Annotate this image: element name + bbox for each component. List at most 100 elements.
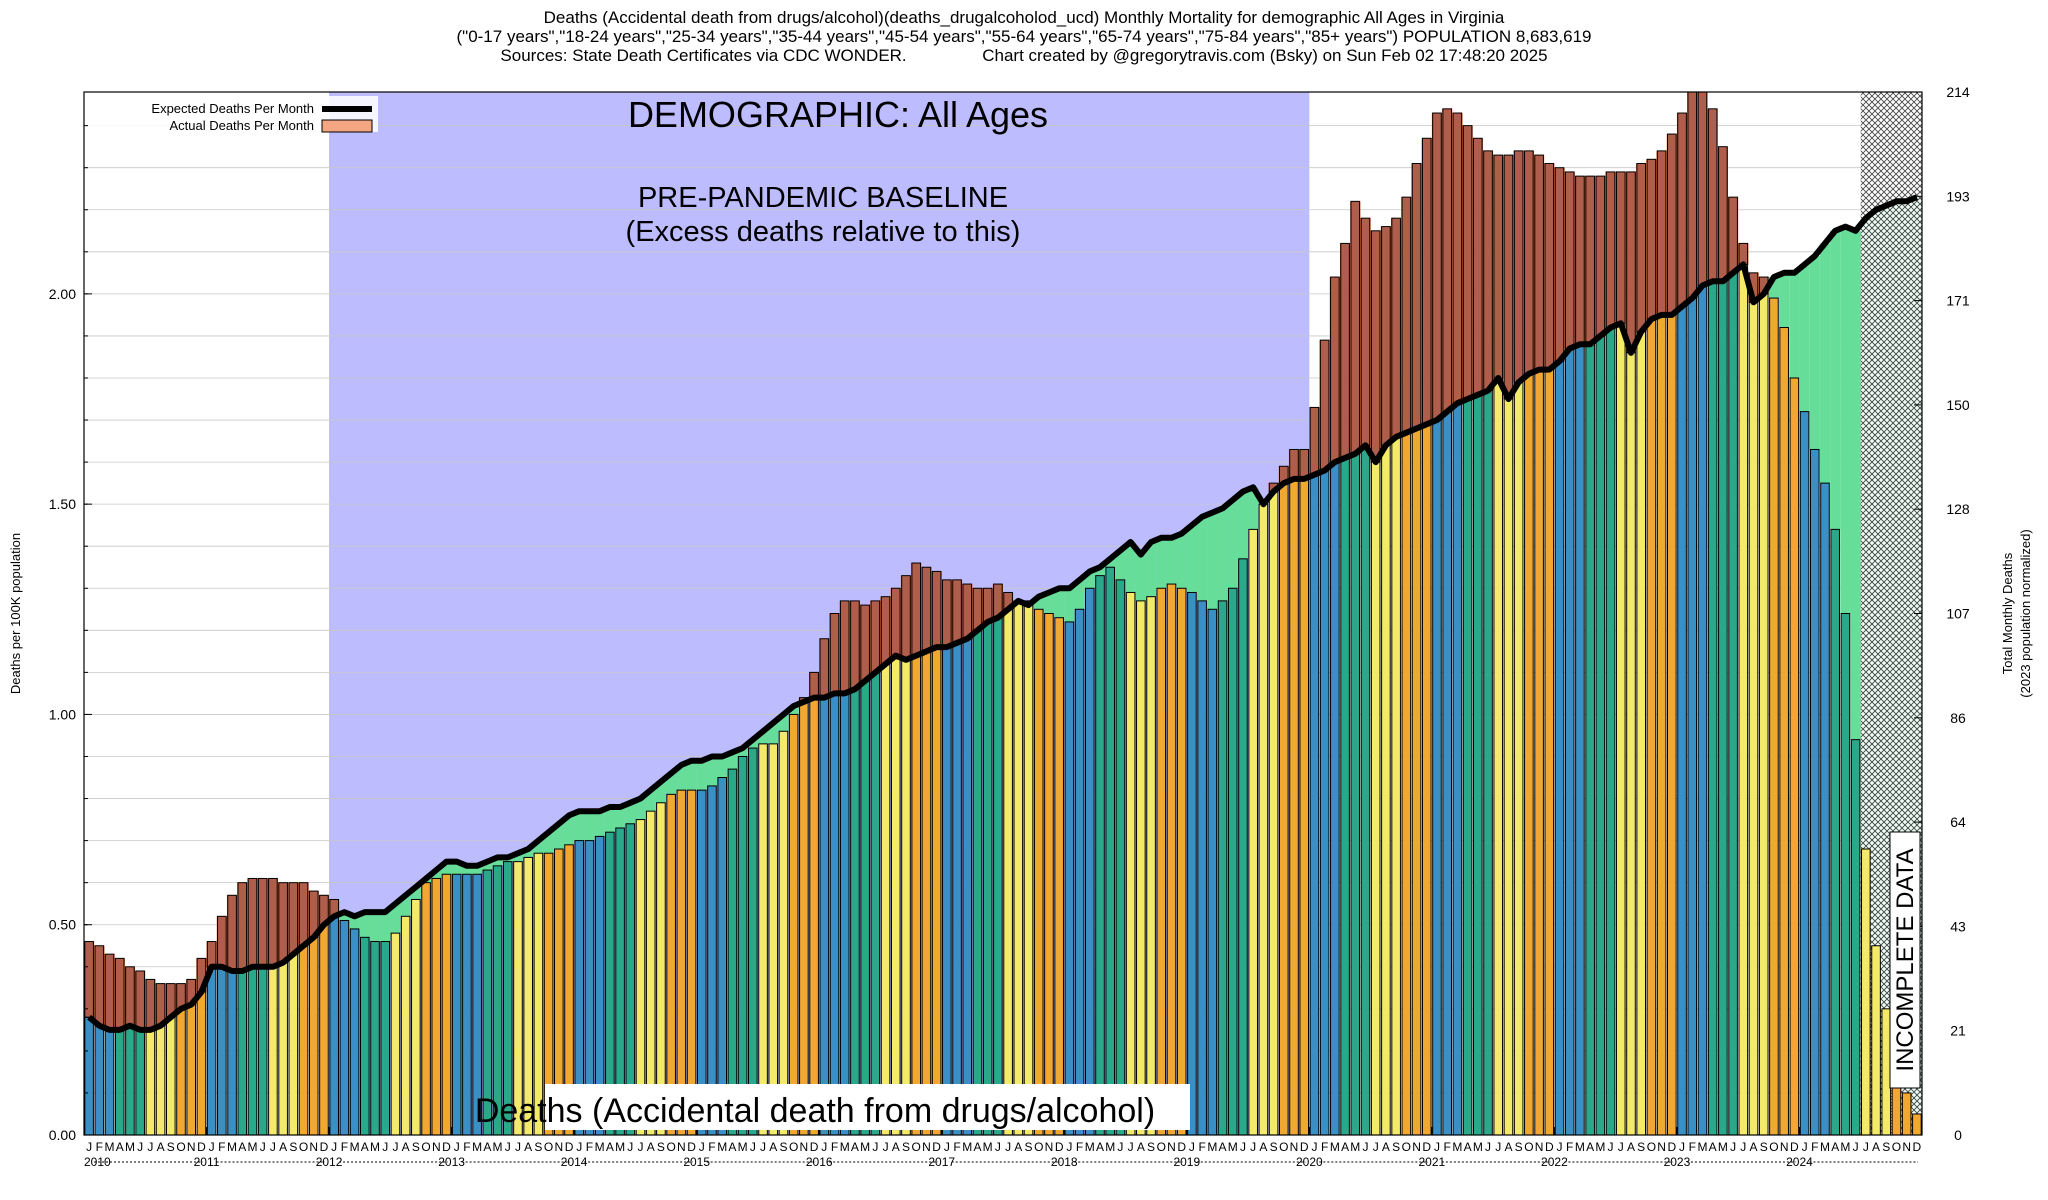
bar-actual-base (1156, 587, 1167, 1136)
bar-excess (1442, 108, 1452, 413)
deficit-area (1768, 277, 1780, 299)
bar-excess (135, 970, 145, 1031)
x-month-label: J (1434, 1140, 1440, 1154)
bar-actual-base (1677, 305, 1687, 1136)
bar-actual-base (114, 1029, 125, 1136)
bar-actual-base (176, 1008, 186, 1136)
x-month-label: N (1657, 1140, 1666, 1154)
bar-excess (942, 579, 952, 648)
bottom-label-box (545, 1084, 1190, 1130)
bar-actual-base (1370, 461, 1381, 1136)
deficit-area (1145, 542, 1157, 597)
deficit-area (1166, 537, 1177, 585)
bar-excess (1513, 150, 1524, 383)
bar-actual-base (1544, 369, 1555, 1136)
bar-actual-base (1779, 327, 1789, 1136)
x-month-label: J (1802, 1140, 1808, 1154)
bar-actual-base (1289, 478, 1299, 1136)
bar-actual-base (1258, 503, 1269, 1136)
x-year-label: 2017 (928, 1155, 955, 1169)
x-month-label: F (463, 1140, 470, 1154)
x-month-label: O (1769, 1140, 1778, 1154)
bar-actual-base (1401, 432, 1412, 1136)
legend-label: Actual Deaths Per Month (169, 118, 314, 133)
x-month-label: J (1618, 1140, 1624, 1154)
x-month-label: A (1831, 1140, 1839, 1154)
bar-actual-base (155, 1025, 166, 1136)
baseline-label-2: (Excess deaths relative to this) (626, 216, 1021, 248)
bar-excess (1421, 137, 1432, 425)
bottom-label: Deaths (Accidental death from drugs/alco… (475, 1092, 1155, 1130)
bar-excess (237, 882, 248, 972)
x-month-label: J (1128, 1140, 1134, 1154)
deficit-area (676, 764, 687, 791)
bar-actual-base (890, 655, 901, 1136)
bar-excess (839, 600, 850, 694)
x-month-label: A (606, 1140, 614, 1154)
bar-actual-base (1197, 600, 1207, 1136)
x-month-label: M (1330, 1140, 1340, 1154)
y2-axis-label-2: (2023 population normalized) (2018, 529, 2033, 697)
x-month-label: J (1557, 1140, 1563, 1154)
x-month-label: S (657, 1140, 665, 1154)
bar-actual-base (1319, 470, 1330, 1136)
bar-excess (1667, 133, 1677, 316)
x-month-label: D (687, 1140, 696, 1154)
bar-excess (145, 978, 156, 1031)
bar-actual-base (1095, 575, 1105, 1136)
bar-excess (1564, 171, 1575, 350)
y2-tick-label: 0 (1954, 1127, 1962, 1143)
bar-excess (890, 587, 901, 657)
bar-excess (921, 566, 932, 652)
bar-excess (870, 600, 881, 673)
bar-excess (206, 941, 217, 968)
bar-excess (1687, 91, 1698, 299)
x-month-label: O (1647, 1140, 1656, 1154)
bar-actual-base (1901, 1092, 1912, 1136)
x-month-label: M (738, 1140, 748, 1154)
bar-actual-base (666, 793, 676, 1136)
bar-excess (1738, 242, 1749, 265)
bar-actual-base (778, 730, 789, 1136)
bar-actual-base (1881, 1008, 1892, 1136)
bar-actual-base (339, 920, 350, 1136)
y2-tick-label: 64 (1950, 814, 1966, 830)
x-month-label: F (341, 1140, 348, 1154)
bar-actual-base (421, 882, 431, 1136)
bar-excess (829, 613, 840, 694)
bar-excess (1554, 167, 1565, 362)
bar-excess (298, 882, 309, 947)
bar-excess (809, 671, 819, 699)
deficit-area (1033, 596, 1044, 610)
x-year-label: 2013 (438, 1155, 465, 1169)
x-month-label: J (137, 1140, 143, 1154)
x-year-label: 2021 (1419, 1155, 1446, 1169)
bar-excess (1360, 217, 1371, 446)
bar-actual-base (104, 1029, 115, 1136)
deficit-area (1799, 264, 1810, 412)
deficit-area (1054, 588, 1065, 618)
deficit-area (369, 912, 381, 942)
deficit-area (472, 865, 483, 875)
bar-actual-base (1340, 457, 1350, 1136)
deficit-area (359, 912, 370, 938)
deficit-area (778, 714, 789, 732)
x-month-label: A (1096, 1140, 1104, 1154)
x-month-label: J (1005, 1140, 1011, 1154)
x-month-label: M (1085, 1140, 1095, 1154)
bar-actual-base (758, 743, 768, 1136)
x-month-label: J (627, 1140, 633, 1154)
x-month-label: J (1608, 1140, 1614, 1154)
x-month-label: A (1464, 1140, 1472, 1154)
bar-actual-base (1217, 600, 1228, 1136)
deficit-area (451, 861, 462, 875)
x-month-label: M (1595, 1140, 1605, 1154)
bar-actual-base (962, 638, 973, 1136)
deficit-area (1156, 537, 1167, 589)
x-month-label: M (1718, 1140, 1728, 1154)
x-month-label: J (147, 1140, 153, 1154)
x-year-label: 2022 (1541, 1155, 1568, 1169)
deficit-area (1176, 533, 1187, 589)
x-month-label: D (197, 1140, 206, 1154)
deficit-area (1043, 592, 1055, 614)
